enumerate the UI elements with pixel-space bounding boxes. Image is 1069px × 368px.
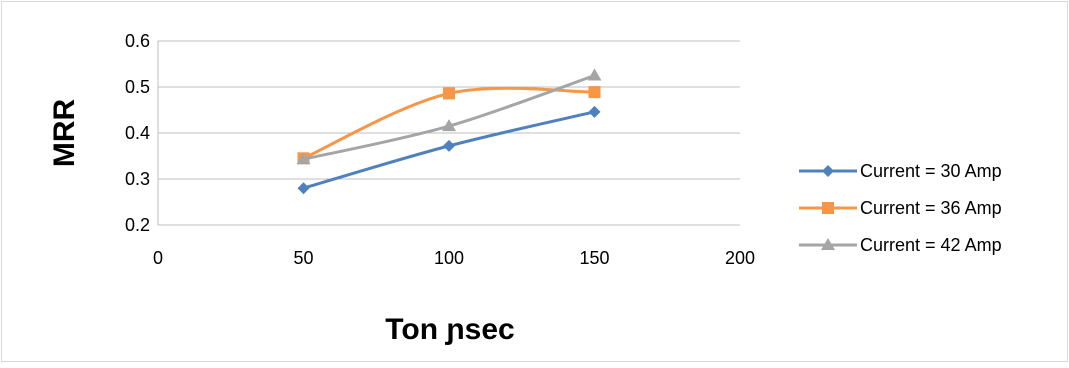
legend-label: Current = 42 Amp	[860, 235, 1002, 255]
y-tick-label: 0.4	[125, 123, 150, 143]
legend-swatch-marker	[821, 238, 835, 250]
data-point	[443, 87, 455, 100]
legend-swatch-marker	[822, 165, 834, 177]
legend-item: Current = 36 Amp	[799, 198, 1002, 218]
legend-label: Current = 30 Amp	[860, 161, 1002, 181]
data-point	[588, 105, 601, 118]
x-tick-label: 50	[293, 248, 313, 268]
legend-label: Current = 36 Amp	[860, 198, 1002, 218]
x-tick-label: 150	[579, 248, 609, 268]
data-point	[442, 119, 456, 132]
axes	[157, 41, 740, 226]
x-axis-title: Ton ɲsec	[385, 313, 514, 346]
x-tick-label: 100	[434, 248, 464, 268]
legend: Current = 30 Amp Current = 36 Amp Current …	[799, 161, 1002, 255]
legend-item: Current = 30 Amp	[799, 161, 1002, 181]
x-tick-label: 200	[725, 248, 755, 268]
y-tick-label: 0.3	[125, 169, 150, 189]
tick-labels: 0.2 0.3 0.4 0.5 0.6 0 50 100 150 200	[125, 31, 755, 268]
data-point	[297, 182, 310, 195]
legend-swatch-marker	[822, 202, 834, 214]
chart-border	[1, 1, 1068, 362]
y-tick-label: 0.6	[125, 31, 150, 51]
data-point	[296, 152, 311, 165]
series-1	[297, 105, 601, 195]
y-axis-title: MRR	[48, 99, 81, 168]
y-tick-label: 0.2	[125, 215, 150, 235]
grid-lines	[158, 40, 740, 180]
data-point	[588, 86, 601, 99]
series-layer	[296, 68, 602, 195]
legend-item: Current = 42 Amp	[799, 235, 1002, 255]
data-point	[587, 68, 602, 81]
data-point	[443, 139, 455, 152]
y-tick-label: 0.5	[125, 77, 150, 97]
x-tick-label: 0	[153, 248, 163, 268]
series-3	[296, 68, 602, 165]
